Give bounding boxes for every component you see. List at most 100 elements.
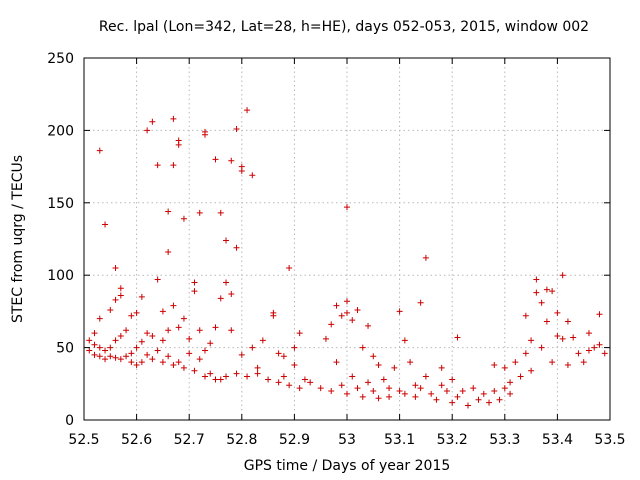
y-axis-label: STEC from uqrg / TECUs bbox=[10, 155, 26, 323]
data-point bbox=[601, 350, 608, 357]
data-point bbox=[365, 322, 372, 329]
x-tick-label: 53.4 bbox=[542, 432, 573, 448]
data-point bbox=[396, 388, 403, 395]
y-tick-label: 250 bbox=[47, 51, 74, 67]
data-point bbox=[370, 353, 377, 360]
data-point bbox=[96, 147, 103, 154]
data-point bbox=[438, 364, 445, 371]
data-point bbox=[107, 306, 114, 313]
data-point bbox=[522, 312, 529, 319]
data-point bbox=[454, 334, 461, 341]
data-point bbox=[233, 244, 240, 251]
data-point bbox=[223, 373, 230, 380]
data-point bbox=[480, 390, 487, 397]
data-point bbox=[596, 311, 603, 318]
data-point bbox=[217, 209, 224, 216]
data-point bbox=[328, 321, 335, 328]
data-point bbox=[296, 330, 303, 337]
data-point bbox=[117, 285, 124, 292]
data-point bbox=[280, 353, 287, 360]
data-point bbox=[344, 309, 350, 316]
data-point bbox=[91, 351, 98, 358]
data-point bbox=[422, 254, 429, 261]
data-point bbox=[259, 337, 266, 344]
data-point bbox=[170, 115, 177, 122]
data-point bbox=[191, 367, 198, 374]
data-point bbox=[91, 341, 98, 348]
data-point bbox=[512, 359, 519, 366]
data-point bbox=[102, 221, 109, 228]
data-point bbox=[133, 344, 140, 351]
data-point bbox=[159, 337, 166, 344]
data-point bbox=[354, 306, 361, 313]
y-tick-label: 150 bbox=[47, 196, 74, 212]
data-point bbox=[212, 324, 219, 331]
data-point bbox=[333, 359, 340, 366]
data-point bbox=[112, 337, 119, 344]
data-point bbox=[138, 293, 145, 300]
data-point bbox=[275, 379, 282, 386]
data-point bbox=[107, 353, 114, 360]
data-point bbox=[564, 361, 571, 368]
data-point bbox=[449, 399, 456, 406]
data-point bbox=[549, 288, 556, 295]
x-tick-label: 52.7 bbox=[174, 432, 205, 448]
data-point bbox=[107, 344, 114, 351]
y-tick-label: 100 bbox=[47, 268, 74, 284]
data-point bbox=[201, 373, 208, 380]
data-point bbox=[275, 350, 282, 357]
data-point bbox=[201, 347, 208, 354]
data-point bbox=[491, 388, 498, 395]
data-point bbox=[370, 388, 377, 395]
data-point bbox=[291, 344, 298, 351]
data-point bbox=[149, 356, 156, 363]
data-point bbox=[86, 347, 93, 354]
data-point bbox=[228, 291, 235, 298]
data-point bbox=[144, 330, 151, 337]
data-point bbox=[585, 330, 592, 337]
data-point bbox=[464, 402, 471, 409]
data-point bbox=[296, 385, 303, 392]
data-point bbox=[554, 309, 561, 316]
data-point bbox=[501, 364, 508, 371]
data-point bbox=[117, 333, 124, 340]
data-point bbox=[428, 390, 435, 397]
data-point bbox=[138, 338, 145, 345]
x-tick-label: 53.2 bbox=[437, 432, 468, 448]
x-tick-label: 52.9 bbox=[279, 432, 310, 448]
data-point bbox=[154, 162, 161, 169]
data-point bbox=[149, 118, 156, 125]
data-point bbox=[186, 350, 193, 357]
data-point bbox=[191, 279, 198, 286]
data-point bbox=[564, 318, 571, 325]
data-point bbox=[344, 390, 350, 397]
x-tick-label: 52.6 bbox=[121, 432, 152, 448]
data-point bbox=[354, 385, 361, 392]
data-point bbox=[159, 308, 166, 315]
data-point bbox=[249, 172, 256, 179]
data-point bbox=[559, 335, 566, 342]
data-point bbox=[233, 125, 240, 132]
data-point bbox=[401, 390, 408, 397]
data-point bbox=[96, 344, 103, 351]
data-point bbox=[112, 264, 119, 271]
data-point bbox=[270, 309, 277, 316]
data-point bbox=[338, 382, 345, 389]
axis-ticks bbox=[83, 57, 611, 421]
data-points bbox=[86, 107, 608, 409]
data-point bbox=[112, 296, 119, 303]
data-point bbox=[223, 279, 230, 286]
data-point bbox=[165, 353, 172, 360]
data-point bbox=[212, 156, 219, 163]
data-point bbox=[128, 312, 135, 319]
data-point bbox=[417, 385, 424, 392]
data-point bbox=[538, 299, 545, 306]
data-point bbox=[396, 308, 403, 315]
data-point bbox=[517, 373, 524, 380]
data-point bbox=[459, 388, 466, 395]
data-point bbox=[249, 344, 256, 351]
data-point bbox=[254, 364, 261, 371]
data-point bbox=[349, 373, 356, 380]
data-point bbox=[454, 393, 461, 400]
x-tick-label: 52.5 bbox=[68, 432, 99, 448]
